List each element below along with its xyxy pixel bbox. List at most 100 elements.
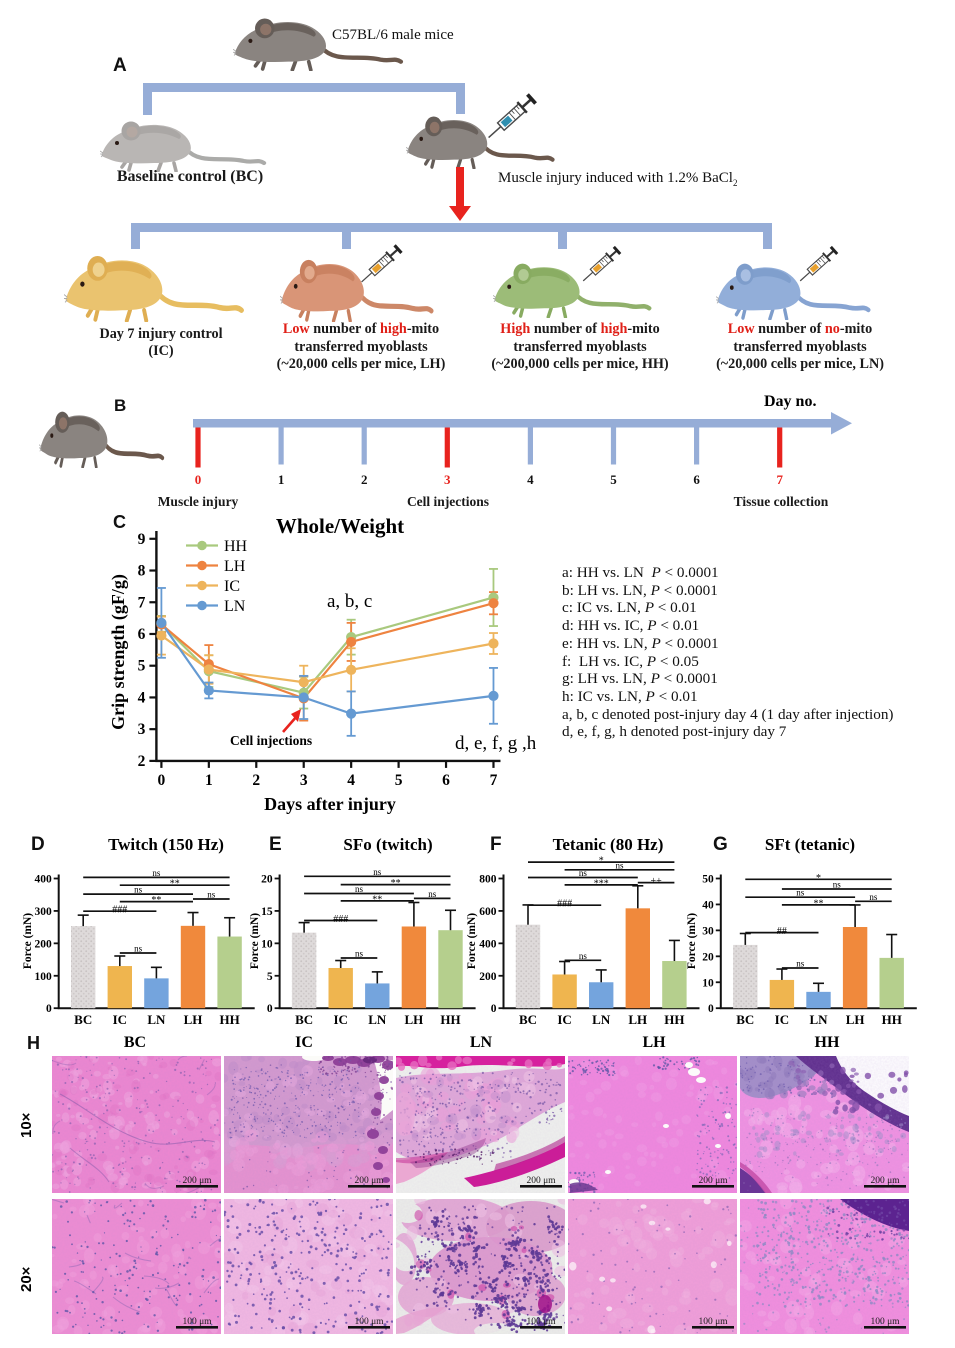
svg-text:ns: ns (134, 885, 143, 895)
svg-text:200 μm: 200 μm (698, 1176, 728, 1186)
svg-text:10: 10 (702, 977, 714, 989)
svg-text:2: 2 (252, 772, 260, 789)
svg-text:200: 200 (34, 938, 52, 950)
svg-text:###: ### (333, 914, 348, 925)
svg-text:Force (mN): Force (mN) (22, 913, 34, 969)
svg-text:LN: LN (809, 1012, 828, 1027)
svg-text:3: 3 (138, 721, 146, 738)
svg-text:IC: IC (333, 1012, 347, 1027)
svg-text:0: 0 (158, 772, 166, 789)
svg-text:*: * (816, 873, 821, 884)
svg-text:50: 50 (702, 874, 714, 886)
svg-text:200 μm: 200 μm (354, 1176, 384, 1186)
svg-text:**: ** (372, 894, 382, 905)
svg-text:ns: ns (134, 944, 143, 954)
svg-text:###: ### (112, 905, 127, 916)
svg-text:ns: ns (869, 892, 878, 902)
svg-text:200 μm: 200 μm (526, 1176, 556, 1186)
svg-text:6: 6 (442, 772, 450, 789)
svg-text:HH: HH (219, 1012, 239, 1027)
svg-text:ns: ns (615, 860, 624, 870)
svg-text:BC: BC (519, 1012, 537, 1027)
svg-text:100: 100 (34, 971, 52, 983)
svg-text:a, b, c: a, b, c (327, 591, 372, 612)
svg-text:**: ** (170, 879, 180, 890)
svg-text:d, e, f, g ,h: d, e, f, g ,h (455, 733, 537, 754)
svg-text:++: ++ (650, 876, 662, 887)
svg-text:400: 400 (34, 874, 52, 886)
svg-text:LH: LH (628, 1012, 647, 1027)
svg-text:***: *** (594, 878, 609, 889)
svg-text:3: 3 (444, 472, 451, 487)
svg-text:HH: HH (882, 1012, 902, 1027)
svg-text:20: 20 (702, 951, 714, 963)
svg-text:**: ** (814, 898, 824, 909)
svg-text:ns: ns (373, 867, 382, 877)
svg-text:400: 400 (479, 938, 497, 950)
svg-text:300: 300 (34, 906, 52, 918)
svg-text:*: * (599, 856, 604, 867)
svg-text:7: 7 (138, 594, 146, 611)
svg-text:30: 30 (702, 925, 714, 937)
svg-text:LN: LN (592, 1012, 611, 1027)
svg-text:9: 9 (138, 531, 146, 548)
svg-text:BC: BC (295, 1012, 313, 1027)
svg-text:IC: IC (113, 1012, 127, 1027)
svg-text:7: 7 (490, 772, 498, 789)
svg-text:BC: BC (736, 1012, 754, 1027)
svg-text:**: ** (151, 895, 161, 906)
svg-text:LN: LN (147, 1012, 166, 1027)
svg-text:ns: ns (579, 868, 588, 878)
svg-text:100 μm: 100 μm (182, 1317, 212, 1327)
svg-text:200 μm: 200 μm (182, 1176, 212, 1186)
svg-text:1: 1 (205, 772, 213, 789)
svg-text:100 μm: 100 μm (354, 1317, 384, 1327)
svg-text:2: 2 (361, 472, 368, 487)
svg-text:6: 6 (138, 626, 146, 643)
svg-text:Force (mN): Force (mN) (249, 913, 261, 969)
svg-text:Force (mN): Force (mN) (466, 913, 478, 969)
svg-text:4: 4 (527, 472, 534, 487)
svg-text:800: 800 (479, 874, 497, 886)
svg-text:200 μm: 200 μm (870, 1176, 900, 1186)
svg-text:ns: ns (796, 888, 805, 898)
svg-text:Cell injections: Cell injections (230, 733, 312, 748)
svg-text:ns: ns (428, 889, 437, 899)
svg-text:ns: ns (207, 890, 216, 900)
svg-text:5: 5 (138, 658, 146, 675)
svg-text:LH: LH (405, 1012, 424, 1027)
svg-text:100 μm: 100 μm (698, 1317, 728, 1327)
svg-text:200: 200 (479, 971, 497, 983)
svg-text:ns: ns (355, 884, 364, 894)
svg-text:0: 0 (267, 1003, 273, 1015)
svg-text:ns: ns (833, 880, 842, 890)
svg-text:ns: ns (796, 959, 805, 969)
svg-text:ns: ns (355, 949, 364, 959)
svg-text:1: 1 (278, 472, 285, 487)
svg-text:Force (mN): Force (mN) (686, 913, 698, 969)
svg-text:0: 0 (195, 472, 202, 487)
svg-text:LH: LH (224, 558, 246, 575)
svg-text:2: 2 (138, 753, 146, 770)
svg-text:4: 4 (138, 689, 146, 706)
svg-text:Days after injury: Days after injury (264, 794, 396, 814)
svg-text:6: 6 (693, 472, 700, 487)
svg-text:40: 40 (702, 899, 714, 911)
svg-text:LN: LN (368, 1012, 387, 1027)
svg-text:BC: BC (74, 1012, 92, 1027)
svg-text:LH: LH (846, 1012, 865, 1027)
svg-text:###: ### (557, 899, 572, 910)
svg-text:7: 7 (776, 472, 783, 487)
svg-text:600: 600 (479, 906, 497, 918)
svg-text:LH: LH (184, 1012, 203, 1027)
svg-text:IC: IC (557, 1012, 571, 1027)
svg-text:LN: LN (224, 598, 246, 615)
svg-text:0: 0 (46, 1003, 52, 1015)
svg-text:ns: ns (579, 951, 588, 961)
svg-text:IC: IC (224, 578, 240, 595)
svg-text:0: 0 (708, 1003, 714, 1015)
svg-text:ns: ns (152, 868, 161, 878)
svg-text:**: ** (391, 878, 401, 889)
svg-text:100 μm: 100 μm (526, 1317, 556, 1327)
svg-text:Grip strength (gF/g): Grip strength (gF/g) (108, 574, 129, 730)
